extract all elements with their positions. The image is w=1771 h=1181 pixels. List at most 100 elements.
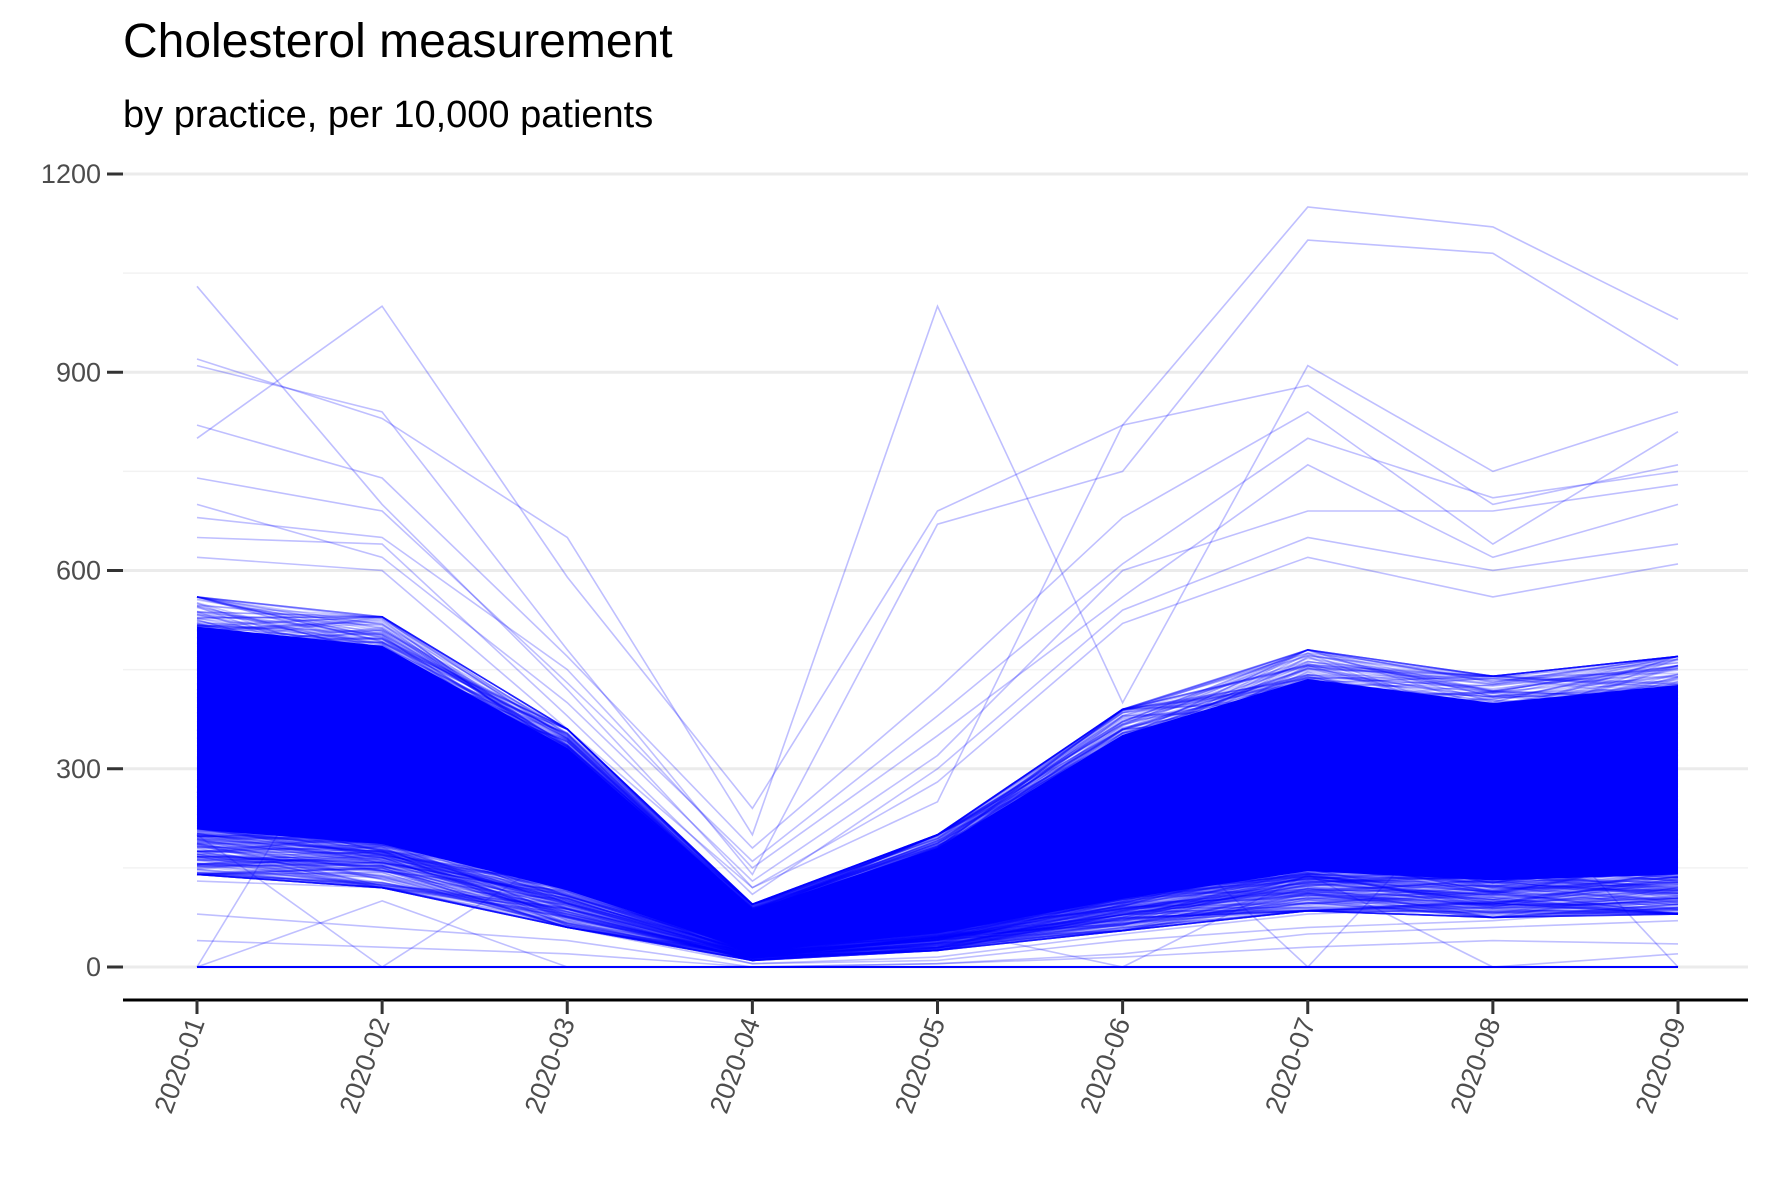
- chart-subtitle: by practice, per 10,000 patients: [123, 94, 654, 136]
- practice-line: [196, 624, 1679, 906]
- practice-line: [196, 872, 1679, 962]
- practice-line: [196, 871, 1679, 961]
- x-tick-label: 2020-09: [1630, 1014, 1692, 1117]
- practice-line: [196, 855, 1679, 960]
- practice-line: [196, 843, 1679, 962]
- practice-line: [196, 856, 1679, 953]
- practice-line: [196, 861, 1679, 961]
- practice-line: [196, 615, 1679, 910]
- practice-line: [196, 867, 1679, 962]
- practice-line: [196, 838, 1679, 957]
- practice-line: [196, 822, 1679, 954]
- practice-line: [196, 864, 1679, 958]
- practice-line: [196, 873, 1679, 958]
- x-tick-label: 2020-05: [889, 1014, 951, 1117]
- practice-line: [196, 838, 1679, 958]
- practice-line: [196, 833, 1679, 956]
- practice-line: [196, 615, 1679, 906]
- practice-line: [196, 853, 1679, 957]
- practice-line: [196, 819, 1679, 951]
- practice-line: [196, 869, 1679, 962]
- practice-line: [196, 596, 1679, 909]
- practice-line: [196, 614, 1679, 910]
- practice-line: [196, 857, 1679, 962]
- practice-line: [196, 619, 1679, 913]
- practice-line: [196, 842, 1679, 958]
- practice-line: [196, 858, 1679, 954]
- practice-line: [196, 848, 1679, 955]
- practice-line: [196, 857, 1679, 958]
- practice-line: [196, 840, 1679, 957]
- practice-line: [196, 858, 1679, 962]
- practice-line: [196, 851, 1679, 954]
- practice-line: [196, 845, 1679, 956]
- practice-line: [196, 838, 1679, 953]
- practice-line: [196, 853, 1679, 957]
- x-tick-label: 2020-06: [1074, 1014, 1136, 1117]
- practice-line: [196, 872, 1679, 956]
- practice-line: [196, 855, 1679, 962]
- practice-line: [196, 840, 1679, 959]
- practice-line-4: [196, 410, 1679, 850]
- practice-line: [196, 859, 1679, 962]
- practice-line: [196, 873, 1679, 962]
- practice-line: [196, 858, 1679, 954]
- y-tick-label: 0: [86, 952, 101, 982]
- practice-line: [196, 866, 1679, 960]
- practice-line: [196, 641, 1679, 911]
- practice-line: [196, 858, 1679, 961]
- practice-line: [196, 838, 1679, 960]
- practice-line: [196, 839, 1679, 951]
- practice-line: [196, 823, 1679, 955]
- practice-line: [196, 855, 1679, 958]
- practice-line: [196, 850, 1679, 960]
- practice-line: [196, 617, 1679, 909]
- series-lines: [196, 206, 1679, 969]
- practice-line: [196, 596, 1679, 907]
- practice-line: [196, 614, 1679, 906]
- practice-line: [196, 862, 1679, 959]
- practice-line: [196, 865, 1679, 958]
- practice-line: [196, 629, 1679, 913]
- practice-line: [196, 834, 1679, 954]
- practice-line: [196, 843, 1679, 959]
- practice-line: [196, 873, 1679, 962]
- y-tick-label: 300: [56, 754, 101, 784]
- practice-line: [196, 863, 1679, 957]
- practice-line: [196, 615, 1679, 911]
- practice-line: [196, 615, 1679, 911]
- practice-line: [196, 846, 1679, 959]
- practice-line: [196, 854, 1679, 957]
- y-tick-label: 900: [56, 357, 101, 387]
- practice-line: [196, 853, 1679, 962]
- practice-line: [196, 620, 1679, 906]
- practice-line: [196, 873, 1679, 960]
- practice-line: [196, 867, 1679, 962]
- practice-line: [196, 812, 1679, 954]
- practice-line-6: [196, 463, 1679, 869]
- practice-line-9: [196, 556, 1679, 889]
- practice-line: [196, 873, 1679, 961]
- practice-line-13: [196, 853, 1679, 965]
- practice-line: [196, 845, 1679, 958]
- practice-line: [196, 854, 1679, 961]
- practice-line-0: [196, 206, 1679, 889]
- dense-band: [197, 626, 1678, 952]
- practice-line: [196, 856, 1679, 955]
- practice-line: [196, 845, 1679, 958]
- practice-line: [196, 837, 1679, 957]
- practice-line: [196, 872, 1679, 957]
- practice-line: [196, 596, 1679, 912]
- practice-line: [196, 844, 1679, 958]
- practice-line-8: [196, 536, 1679, 896]
- practice-line: [196, 615, 1679, 915]
- practice-line: [196, 604, 1679, 908]
- practice-line: [196, 596, 1679, 906]
- practice-line: [196, 596, 1679, 906]
- practice-line: [196, 841, 1679, 955]
- practice-line: [196, 872, 1679, 962]
- practice-line: [196, 873, 1679, 959]
- practice-line: [196, 873, 1679, 958]
- practice-line: [196, 597, 1679, 906]
- practice-line: [196, 873, 1679, 962]
